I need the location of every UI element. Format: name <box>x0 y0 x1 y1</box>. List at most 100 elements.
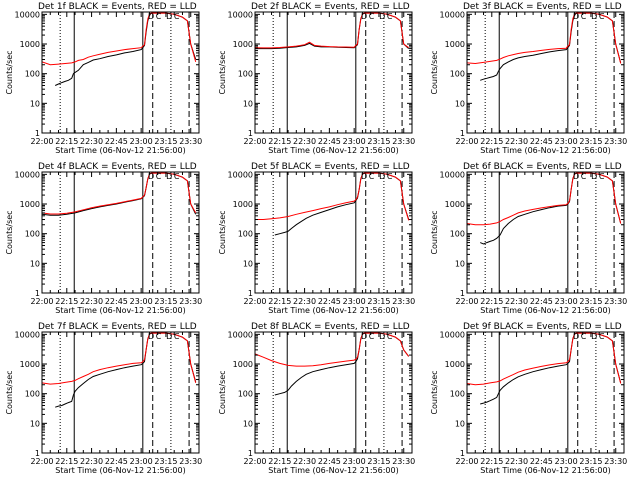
y-axis-label: Counts/sec <box>430 50 439 94</box>
ytick-label: 10 <box>455 259 465 268</box>
xtick-label: 23:30 <box>392 457 415 466</box>
event-marker-label: C <box>581 332 587 341</box>
xtick-label: 23:15 <box>154 137 177 146</box>
event-marker-label: D <box>379 332 385 341</box>
ytick-label: 1000 <box>233 360 253 369</box>
panel-title: Det 8f BLACK = Events, RED = LLD <box>251 322 410 332</box>
series-line-events <box>274 332 410 396</box>
xtick-label: 23:30 <box>179 457 202 466</box>
xtick-label: 22:00 <box>243 297 266 306</box>
event-marker-label: D <box>361 332 367 341</box>
plot-frame <box>466 11 625 134</box>
xtick-label: 22:45 <box>105 137 128 146</box>
event-marker-label: D <box>361 172 367 181</box>
x-axis-label: Start Time (06-Nov-12 21:56:00) <box>268 466 398 475</box>
event-marker-label: C <box>599 172 605 181</box>
ytick-label: 10 <box>30 99 40 108</box>
xtick-label: 22:45 <box>530 297 553 306</box>
x-axis-label: Start Time (06-Nov-12 21:56:00) <box>268 146 398 155</box>
series-line-lld <box>42 12 197 66</box>
xtick-label: 22:15 <box>480 297 503 306</box>
series-line-events <box>55 332 197 408</box>
xtick-label: 23:00 <box>130 457 153 466</box>
y-axis-label: Counts/sec <box>5 370 14 414</box>
ytick-label: 1 <box>460 449 465 458</box>
xtick-label: 22:15 <box>55 137 78 146</box>
event-marker-label: C <box>387 172 393 181</box>
event-marker-label: D <box>148 332 154 341</box>
xtick-label: 22:15 <box>55 297 78 306</box>
event-marker-label: C <box>581 172 587 181</box>
y-axis-label: Counts/sec <box>218 210 227 254</box>
series-line-events <box>480 172 622 245</box>
event-marker-label: D <box>166 332 172 341</box>
event-marker-label: C <box>156 172 162 181</box>
ytick-label: 10000 <box>228 10 253 19</box>
series-line-lld <box>255 332 410 367</box>
y-axis-label: Counts/sec <box>218 370 227 414</box>
detector-panel: Det 3f BLACK = Events, RED = LLD 1 10 100 10… <box>430 2 627 155</box>
xtick-label: 22:30 <box>293 297 316 306</box>
xtick-label: 23:15 <box>579 297 602 306</box>
plot-frame <box>41 331 200 454</box>
plot-frame <box>466 171 625 294</box>
ytick-label: 10 <box>455 99 465 108</box>
ytick-label: 1000 <box>20 360 40 369</box>
xtick-label: 22:00 <box>30 457 53 466</box>
event-marker-label: D <box>166 172 172 181</box>
x-axis-label: Start Time (06-Nov-12 21:56:00) <box>55 146 185 155</box>
y-axis-label: Counts/sec <box>430 370 439 414</box>
y-axis-label: Counts/sec <box>5 210 14 254</box>
panel-title: Det 3f BLACK = Events, RED = LLD <box>463 2 622 12</box>
ytick-label: 10000 <box>228 330 253 339</box>
xtick-label: 22:45 <box>105 297 128 306</box>
ytick-label: 10 <box>455 419 465 428</box>
event-marker-label: D <box>591 332 597 341</box>
xtick-label: 23:00 <box>130 137 153 146</box>
xtick-label: 23:00 <box>555 137 578 146</box>
xtick-label: 22:00 <box>455 297 478 306</box>
xtick-label: 23:00 <box>555 457 578 466</box>
series-line-events <box>480 12 622 81</box>
series-line-lld <box>467 172 622 226</box>
plot-frame <box>254 171 413 294</box>
ytick-label: 1000 <box>20 40 40 49</box>
xtick-label: 22:00 <box>30 297 53 306</box>
ytick-label: 1000 <box>445 360 465 369</box>
ytick-label: 100 <box>450 70 465 79</box>
event-marker-label: D <box>361 12 367 21</box>
ytick-label: 1 <box>248 449 253 458</box>
ytick-label: 10 <box>30 259 40 268</box>
xtick-label: 22:15 <box>480 137 503 146</box>
plot-frame <box>41 171 200 294</box>
ytick-label: 10000 <box>440 330 465 339</box>
event-marker-label: C <box>369 172 375 181</box>
xtick-label: 23:15 <box>579 137 602 146</box>
series-line-lld <box>42 172 197 215</box>
xtick-label: 22:15 <box>268 297 291 306</box>
event-marker-label: D <box>573 12 579 21</box>
event-marker-label: D <box>591 12 597 21</box>
panel-title: Det 6f BLACK = Events, RED = LLD <box>463 162 622 172</box>
series-line-events <box>480 332 622 405</box>
xtick-label: 22:30 <box>80 137 103 146</box>
ytick-label: 1 <box>35 289 40 298</box>
ytick-label: 1 <box>35 129 40 138</box>
panel-title: Det 7f BLACK = Events, RED = LLD <box>38 322 197 332</box>
ytick-label: 100 <box>238 230 253 239</box>
xtick-label: 22:30 <box>80 297 103 306</box>
detector-panel: Det 9f BLACK = Events, RED = LLD 1 10 100 10… <box>430 322 627 475</box>
series-line-lld <box>255 172 410 221</box>
series-line-events <box>42 172 197 216</box>
xtick-label: 23:15 <box>367 457 390 466</box>
event-marker-label: D <box>148 172 154 181</box>
xtick-label: 22:30 <box>505 137 528 146</box>
panel-title: Det 2f BLACK = Events, RED = LLD <box>251 2 410 12</box>
ytick-label: 1000 <box>20 200 40 209</box>
xtick-label: 22:30 <box>293 457 316 466</box>
xtick-label: 22:45 <box>530 457 553 466</box>
xtick-label: 23:15 <box>154 297 177 306</box>
ytick-label: 10 <box>243 419 253 428</box>
xtick-label: 22:15 <box>268 137 291 146</box>
